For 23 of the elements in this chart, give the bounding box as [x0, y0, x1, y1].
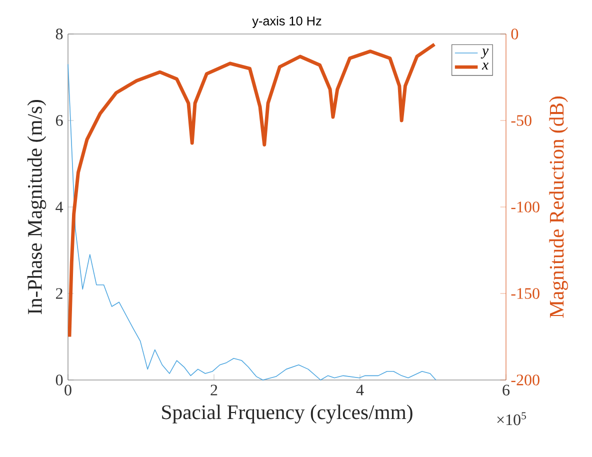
y2-tick-label: -150 — [511, 288, 540, 299]
y-tick-label: 8 — [56, 28, 63, 40]
y2-tick-label: 0 — [511, 28, 518, 40]
y2-tick-label: -100 — [511, 202, 540, 212]
y-tick-label: 2 — [56, 288, 62, 299]
line-series — [68, 64, 436, 380]
y-tick-label: 4 — [56, 202, 64, 212]
y2-axis-title: Magnitude Reduction (dB) — [549, 96, 568, 318]
y-tick-label: 6 — [56, 115, 63, 126]
x-tick-label: 4 — [356, 384, 364, 396]
legend-label: y — [480, 48, 489, 59]
y2-tick-label: -50 — [511, 115, 532, 126]
y-tick-label: 0 — [56, 374, 63, 386]
legend-label: x — [482, 62, 488, 70]
y-axis-title: In-Phase Magnitude (m/s) — [27, 100, 46, 314]
y2-tick-label: -200 — [511, 374, 540, 386]
x-tick-label: 0 — [64, 384, 72, 396]
x-axis-title: Spacial Frquency (cylces/mm) — [162, 404, 412, 424]
line-series — [68, 42, 436, 338]
text: ×10$^{5}$ — [497, 412, 526, 426]
x-tick-label: 6 — [502, 384, 510, 396]
x-tick-label: 2 — [210, 384, 218, 396]
chart-title: y-axis 10 Hz — [252, 16, 322, 28]
